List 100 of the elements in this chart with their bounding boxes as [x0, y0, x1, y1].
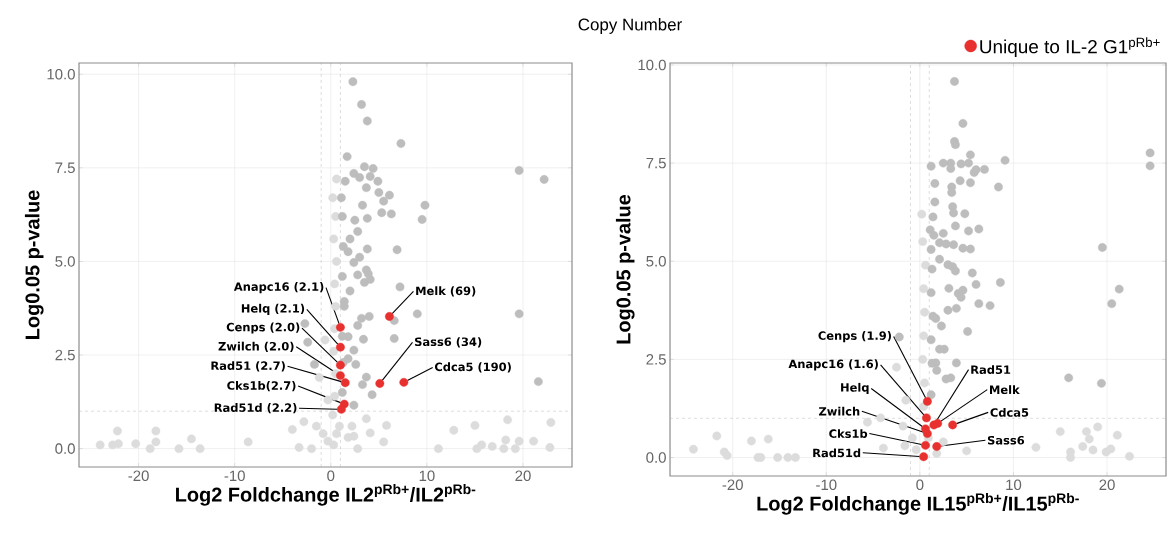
point [151, 426, 161, 436]
point [151, 437, 161, 447]
x-axis-title: Log2 Foldchange IL2$^{pRb+}$/IL2$^{pRb-}$ [176, 483, 476, 506]
point [922, 429, 932, 438]
point [470, 421, 480, 430]
point [901, 395, 911, 405]
point [195, 444, 205, 454]
point [332, 429, 341, 439]
point [323, 436, 333, 446]
point [510, 444, 520, 454]
annotation: Cdca5 (190) [434, 362, 511, 373]
x-tick-label: -20 [128, 470, 149, 482]
point [336, 404, 346, 414]
point [1084, 434, 1094, 444]
point [529, 436, 538, 446]
point [919, 284, 929, 294]
point [932, 442, 942, 451]
point [917, 209, 927, 219]
point [938, 437, 948, 447]
point [328, 410, 338, 420]
annotation: Rad51 [971, 365, 1011, 375]
x-tick-label: 10 [419, 470, 435, 482]
y-tick-label: 2.5 [646, 354, 666, 365]
x-tick-label: -10 [816, 479, 837, 491]
point [332, 174, 341, 184]
point [299, 417, 309, 427]
annotation: Helq (2.1) [241, 303, 305, 315]
point [449, 425, 459, 435]
point [294, 443, 304, 452]
point [918, 354, 928, 364]
point [336, 342, 345, 352]
point [722, 451, 732, 460]
annotation: Helq [841, 382, 869, 394]
point [962, 446, 972, 456]
y-tick-label: 7.5 [55, 162, 75, 174]
point [382, 421, 391, 430]
point [329, 346, 339, 356]
annotation: Melk (69) [416, 286, 476, 297]
point [933, 418, 943, 428]
point [287, 425, 297, 434]
annotation: Zwilch (2.0) [218, 341, 294, 352]
annotation: Anapc16 (2.1) [233, 282, 324, 294]
y-axis-title: Log0.05 p-value [24, 190, 44, 339]
annotation: Sass6 [987, 435, 1025, 445]
point [763, 434, 773, 444]
annotation: Zwilch [818, 406, 860, 416]
point [314, 373, 324, 382]
point [892, 362, 901, 372]
point [323, 395, 333, 405]
point [375, 379, 385, 388]
point [922, 397, 932, 406]
point [399, 377, 409, 387]
point [1078, 442, 1088, 451]
point [863, 417, 872, 427]
point [545, 443, 555, 452]
point [546, 418, 556, 427]
point [948, 420, 958, 430]
point [114, 439, 123, 449]
y-tick-label: 10.0 [47, 68, 75, 80]
point [503, 415, 513, 425]
point [145, 444, 155, 454]
point [1112, 430, 1122, 440]
point [876, 413, 885, 423]
x-axis-title: Log2 Foldchange IL15$^{pRb+}$/IL15$^{pRb-}$ [757, 492, 1079, 515]
x-tick-label: 0 [327, 470, 335, 482]
y-tick-label: 0.0 [646, 452, 666, 463]
point [921, 440, 930, 450]
point [918, 237, 928, 247]
y-tick-label: 10.0 [638, 59, 666, 71]
point [311, 421, 321, 431]
point [712, 431, 722, 441]
point [501, 435, 511, 445]
point [174, 444, 184, 454]
point [920, 378, 929, 388]
point [113, 426, 122, 436]
point [1055, 427, 1065, 437]
point [243, 437, 253, 447]
point [477, 440, 487, 450]
point [1031, 442, 1041, 452]
point [365, 428, 375, 438]
point [330, 391, 340, 401]
point [1093, 422, 1103, 432]
point [385, 312, 394, 321]
point [907, 433, 917, 443]
point [131, 439, 141, 449]
point [320, 335, 330, 345]
annotation: Cenps (2.0) [226, 322, 300, 334]
annotation: Sass6 (34) [415, 337, 482, 348]
point [1125, 451, 1134, 461]
x-tick-label: -20 [722, 479, 743, 491]
point [331, 301, 340, 311]
y-tick-label: 5.0 [55, 256, 75, 267]
point [1106, 444, 1116, 454]
point [330, 279, 340, 289]
point [340, 378, 350, 388]
x-tick-label: -10 [224, 470, 245, 482]
point [434, 444, 443, 454]
annotation: Rad51 (2.7) [211, 361, 285, 372]
point [791, 453, 800, 462]
y-tick-label: 2.5 [55, 349, 75, 361]
